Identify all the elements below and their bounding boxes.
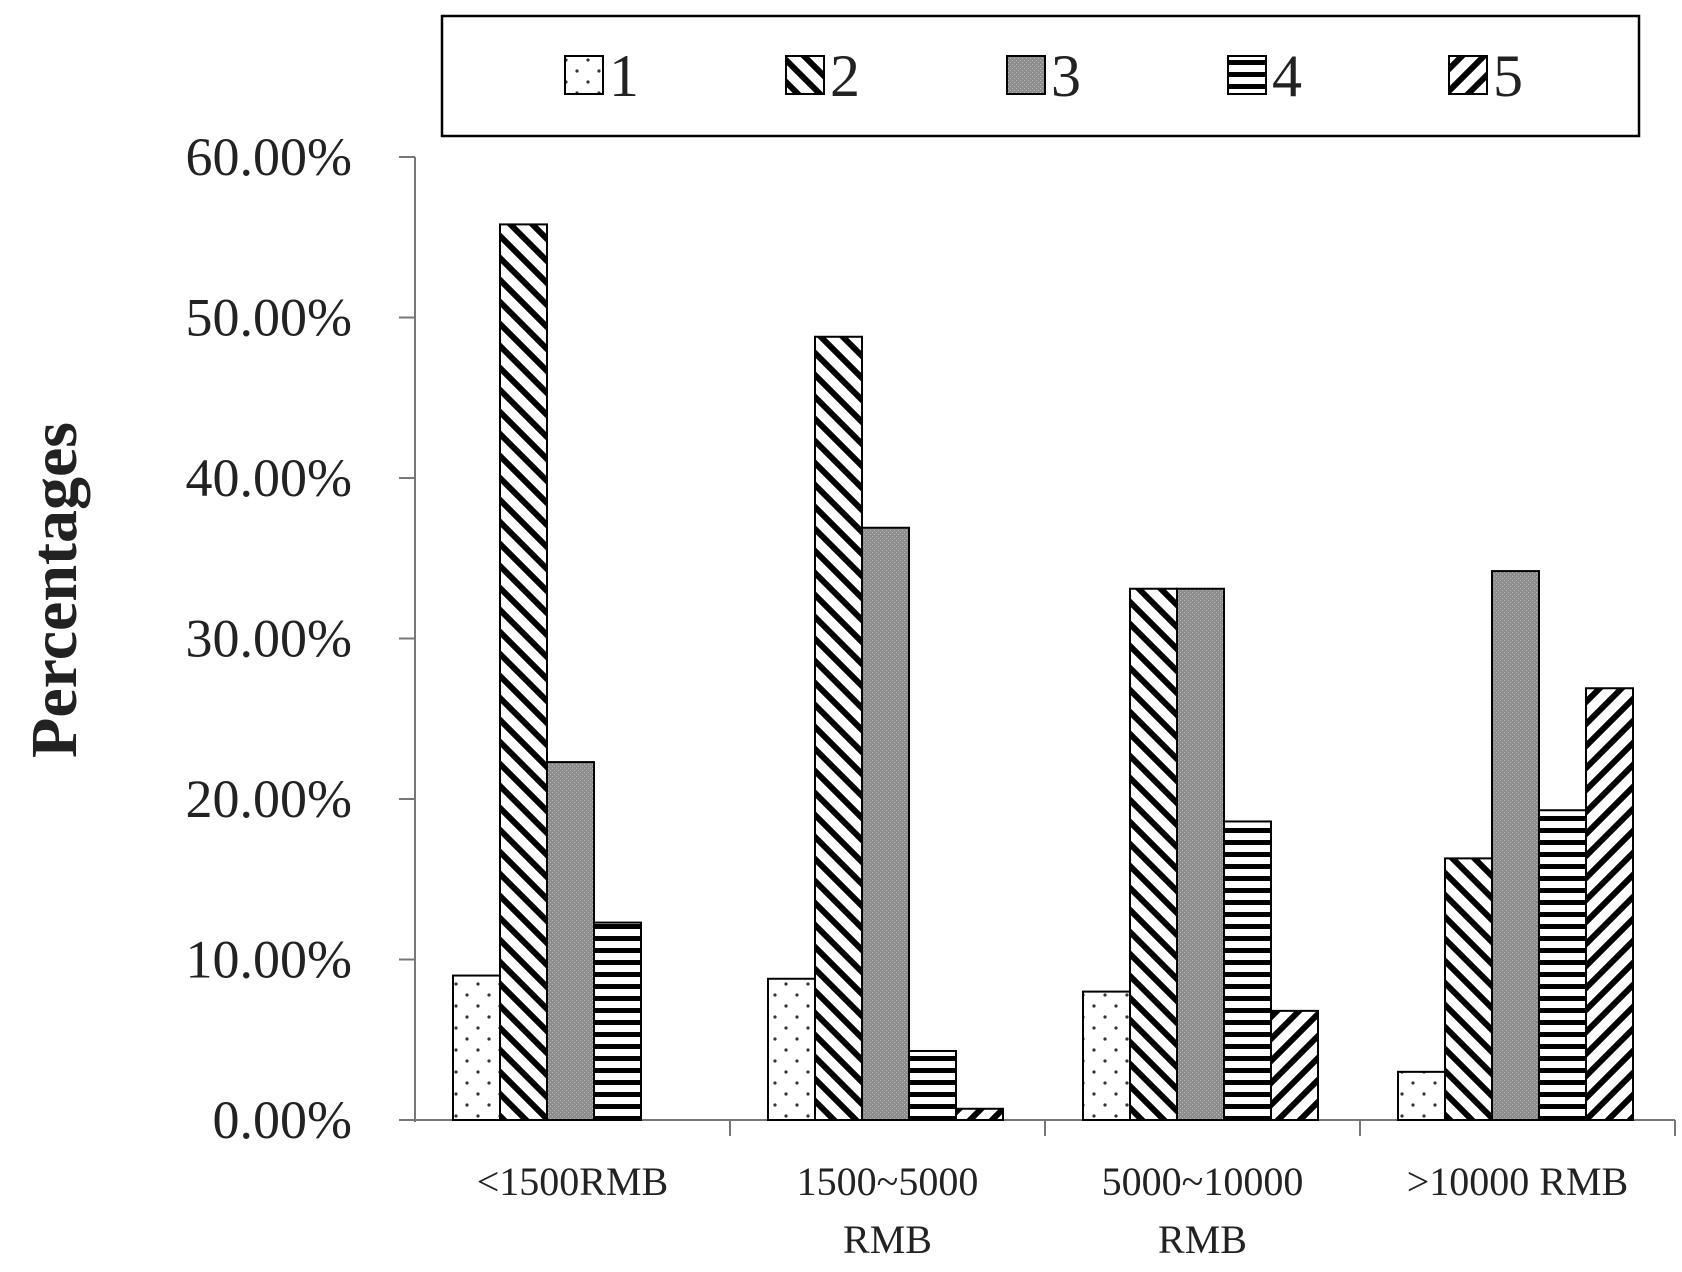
bars bbox=[452, 223, 1634, 1122]
legend-swatch-3 bbox=[1006, 55, 1046, 95]
bar-series-4-cat-3 bbox=[1223, 820, 1272, 1121]
x-category-label: RMB bbox=[843, 1217, 932, 1262]
y-tick-label: 20.00% bbox=[186, 769, 352, 829]
bar-series-1-cat-3 bbox=[1082, 990, 1131, 1121]
bar-series-4-cat-1 bbox=[593, 921, 642, 1122]
legend-swatch-5 bbox=[1448, 55, 1488, 95]
bar-series-3-cat-3 bbox=[1176, 587, 1225, 1121]
legend-label-5: 5 bbox=[1493, 43, 1523, 109]
y-tick-label: 10.00% bbox=[186, 930, 352, 990]
bar-series-5-cat-3 bbox=[1270, 1009, 1319, 1121]
y-tick-label: 0.00% bbox=[213, 1090, 352, 1150]
legend-swatch-2 bbox=[785, 55, 825, 95]
bar-series-1-cat-1 bbox=[452, 974, 501, 1121]
legend-label-4: 4 bbox=[1272, 43, 1302, 109]
bar-series-3-cat-4 bbox=[1491, 570, 1540, 1121]
bar-series-1-cat-4 bbox=[1397, 1070, 1446, 1121]
y-tick-label: 40.00% bbox=[186, 448, 352, 508]
bar-series-3-cat-2 bbox=[861, 526, 910, 1121]
x-category-label: 1500~5000 bbox=[797, 1159, 979, 1204]
legend-label-3: 3 bbox=[1051, 43, 1081, 109]
legend: 1 2 3 4 5 bbox=[440, 14, 1641, 138]
bar-series-1-cat-2 bbox=[767, 977, 816, 1122]
legend-swatch-1 bbox=[564, 55, 604, 95]
bar-series-5-cat-2 bbox=[955, 1107, 1004, 1122]
bar-series-2-cat-4 bbox=[1444, 857, 1493, 1121]
legend-label-1: 1 bbox=[609, 43, 639, 109]
x-category-label: >10000 RMB bbox=[1407, 1159, 1628, 1204]
x-category-label: 5000~10000 bbox=[1102, 1159, 1304, 1204]
bar-series-3-cat-1 bbox=[546, 761, 595, 1122]
y-tick-label: 50.00% bbox=[186, 288, 352, 348]
bar-series-4-cat-2 bbox=[908, 1049, 957, 1121]
x-category-label: RMB bbox=[1158, 1217, 1247, 1262]
legend-swatch-4 bbox=[1227, 55, 1267, 95]
y-tick-label: 30.00% bbox=[186, 609, 352, 669]
bar-series-2-cat-3 bbox=[1129, 587, 1178, 1121]
y-tick-label: 60.00% bbox=[186, 127, 352, 187]
y-axis-title: Percentages bbox=[18, 422, 91, 758]
bar-series-5-cat-4 bbox=[1585, 687, 1634, 1121]
bar-series-2-cat-1 bbox=[499, 223, 548, 1122]
bar-series-2-cat-2 bbox=[814, 335, 863, 1121]
legend-label-2: 2 bbox=[830, 43, 860, 109]
labels: 0.00% 10.00% 20.00% 30.00% 40.00% 50.00% 60.00… bbox=[18, 127, 1628, 1262]
bar-series-4-cat-4 bbox=[1538, 809, 1587, 1121]
x-category-label: <1500RMB bbox=[477, 1159, 668, 1204]
